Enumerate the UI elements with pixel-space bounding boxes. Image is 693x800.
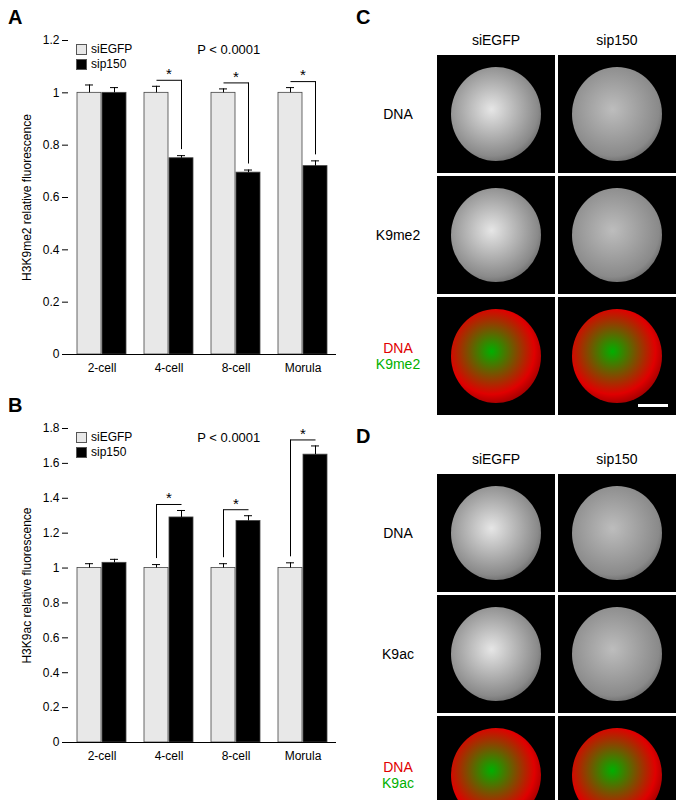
html-text:sip150: sip150 [91, 445, 127, 459]
svg-text:8-cell: 8-cell [222, 361, 251, 375]
html-text:P < 0.0001: P < 0.0001 [197, 42, 261, 57]
svg-text:0.4: 0.4 [43, 243, 60, 257]
svg-text:1.2: 1.2 [43, 526, 60, 540]
svg-text:*: * [233, 68, 239, 85]
html-text:A: A [8, 6, 23, 28]
html-text:DNA: DNA [383, 759, 413, 775]
svg-text:1: 1 [53, 561, 60, 575]
html-text:siEGFP: siEGFP [91, 430, 133, 444]
svg-text:*: * [166, 65, 172, 82]
svg-text:0.2: 0.2 [43, 700, 60, 714]
svg-text:0.4: 0.4 [43, 666, 60, 680]
svg-text:2-cell: 2-cell [88, 749, 117, 763]
html-text:sip150: sip150 [596, 32, 638, 48]
svg-text:1: 1 [53, 86, 60, 100]
svg-text:*: * [233, 495, 239, 512]
html-text:K9ac: K9ac [382, 646, 414, 662]
svg-text:Morula: Morula [285, 361, 322, 375]
svg-text:0.8: 0.8 [43, 138, 60, 152]
html-text:K9ac: K9ac [382, 775, 414, 791]
html-text:DNA: DNA [383, 340, 413, 356]
svg-text:0: 0 [53, 735, 60, 749]
html-text:P < 0.0001: P < 0.0001 [197, 430, 261, 445]
html-text:C: C [356, 6, 371, 28]
html-text:K9me2: K9me2 [375, 227, 421, 243]
html-text:DNA: DNA [383, 106, 413, 122]
html-text:siEGFP: siEGFP [471, 451, 521, 467]
svg-text:2-cell: 2-cell [88, 361, 117, 375]
svg-text:*: * [166, 489, 172, 506]
html-text:K9me2: K9me2 [375, 356, 421, 372]
svg-text:0.8: 0.8 [43, 596, 60, 610]
svg-text:H3K9ac relative fluorescence: H3K9ac relative fluorescence [20, 507, 34, 663]
svg-text:4-cell: 4-cell [155, 361, 184, 375]
svg-text:1.2: 1.2 [43, 33, 60, 47]
svg-text:0: 0 [53, 347, 60, 361]
svg-text:*: * [300, 425, 306, 442]
svg-text:H3K9me2 relative fluorescence: H3K9me2 relative fluorescence [20, 114, 34, 281]
html-text:D: D [356, 425, 371, 447]
svg-text:4-cell: 4-cell [155, 749, 184, 763]
html-text:siEGFP: siEGFP [91, 42, 133, 56]
svg-text:*: * [300, 66, 306, 83]
svg-text:0.2: 0.2 [43, 295, 60, 309]
html-text:B: B [8, 394, 23, 416]
svg-text:0.6: 0.6 [43, 631, 60, 645]
html-text:DNA: DNA [383, 525, 413, 541]
svg-text:1.4: 1.4 [43, 491, 60, 505]
html-text:siEGFP: siEGFP [471, 32, 521, 48]
svg-text:1.8: 1.8 [43, 421, 60, 435]
svg-text:8-cell: 8-cell [222, 749, 251, 763]
html-text:sip150: sip150 [91, 57, 127, 71]
svg-text:1.6: 1.6 [43, 456, 60, 470]
svg-text:0.6: 0.6 [43, 190, 60, 204]
svg-text:Morula: Morula [285, 749, 322, 763]
html-text:sip150: sip150 [596, 451, 638, 467]
